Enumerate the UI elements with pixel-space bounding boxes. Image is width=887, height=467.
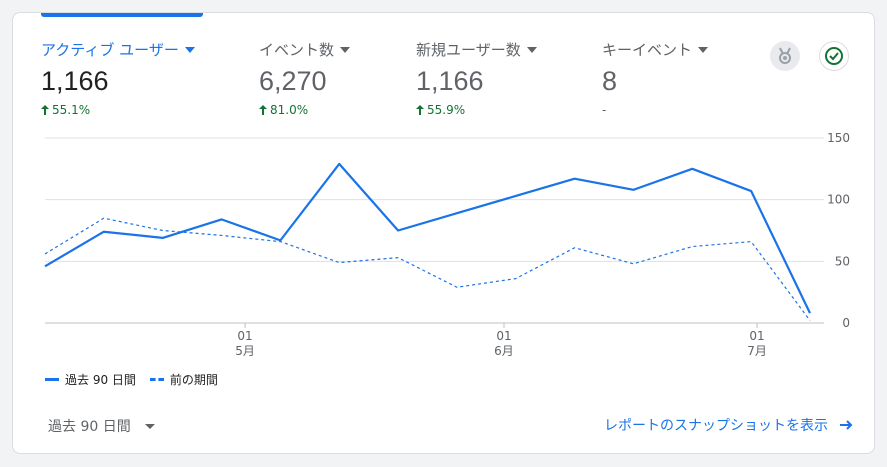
metric-value: 1,166 [416, 66, 484, 96]
legend-item-current[interactable]: 過去 90 日間 [45, 371, 136, 388]
y-tick-label-50: 50 [835, 254, 850, 268]
metric-key-events[interactable]: キーイベント 8 - [602, 39, 709, 117]
chart-legend: 過去 90 日間 前の期間 [45, 371, 218, 388]
metric-new-users[interactable]: 新規ユーザー数 1,166 55.9% [416, 39, 537, 117]
x-tick-day-0: 01 [237, 329, 252, 343]
metric-active-users[interactable]: アクティブ ユーザー 1,166 55.1% [41, 39, 195, 117]
metric-delta: 55.9% [416, 103, 537, 117]
legend-item-previous[interactable]: 前の期間 [149, 371, 218, 388]
x-tick-day-1: 01 [496, 329, 511, 343]
x-tick-month-0: 5月 [235, 344, 255, 358]
series-line-1 [44, 217, 811, 321]
metric-value: 1,166 [41, 66, 109, 96]
arrow-up-icon [416, 105, 424, 115]
legend-swatch-dashed [149, 378, 164, 381]
metric-event-count[interactable]: イベント数 6,270 81.0% [259, 39, 351, 117]
caret-down-icon [526, 46, 537, 53]
series-line-0 [44, 162, 811, 314]
x-tick-month-1: 6月 [494, 344, 514, 358]
metric-label: イベント数 [259, 39, 351, 60]
arrow-right-icon [840, 420, 853, 430]
medal-icon[interactable] [770, 41, 800, 71]
legend-swatch-solid [45, 378, 59, 381]
check-circle-icon[interactable] [819, 41, 849, 71]
caret-down-icon [144, 423, 155, 429]
summary-card: アクティブ ユーザー 1,166 55.1% イベント数 6,270 81.0%… [12, 12, 875, 454]
metric-delta: - [602, 103, 607, 117]
metric-value: 6,270 [259, 66, 327, 96]
arrow-up-icon [41, 105, 49, 115]
metric-label: アクティブ ユーザー [41, 39, 195, 60]
y-tick-label-0: 0 [842, 316, 850, 330]
metric-label: キーイベント [602, 39, 709, 60]
caret-down-icon [698, 46, 709, 53]
metric-delta: 81.0% [259, 103, 350, 117]
x-tick-month-2: 7月 [747, 344, 767, 358]
metric-delta: 55.1% [41, 103, 195, 117]
arrow-up-icon [259, 105, 267, 115]
metric-value: 8 [602, 66, 618, 96]
y-tick-label-100: 100 [827, 193, 850, 207]
view-snapshot-link[interactable]: レポートのスナップショットを表示 [604, 415, 854, 435]
date-range-dropdown[interactable]: 過去 90 日間 [48, 416, 155, 436]
active-metric-indicator [41, 13, 203, 17]
caret-down-icon [340, 46, 351, 53]
caret-down-icon [184, 46, 195, 53]
y-tick-label-150: 150 [827, 131, 850, 145]
metric-label: 新規ユーザー数 [416, 39, 537, 60]
x-tick-day-2: 01 [749, 329, 764, 343]
